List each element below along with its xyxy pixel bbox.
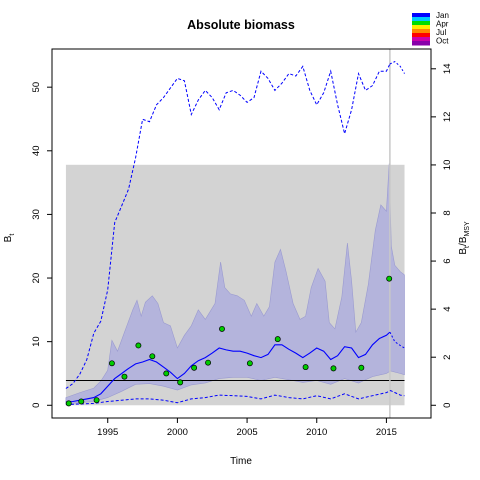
observation-point bbox=[149, 353, 156, 360]
y-right-tick-label: 0 bbox=[442, 403, 453, 408]
observation-point bbox=[386, 275, 393, 282]
observation-point bbox=[219, 325, 225, 332]
observation-point bbox=[246, 360, 253, 367]
y-right-tick-label: 8 bbox=[442, 210, 453, 215]
legend-swatch bbox=[412, 33, 430, 38]
y-right-tick-label: 10 bbox=[442, 160, 453, 171]
y-right-tick-label: 4 bbox=[442, 306, 453, 311]
y-axis-right-label-main: B bbox=[458, 248, 469, 255]
observation-point bbox=[205, 359, 212, 366]
observation-point bbox=[65, 400, 72, 407]
legend-swatch bbox=[412, 13, 430, 18]
y-axis-right-label: Bt/BMSY bbox=[458, 221, 471, 255]
legend-label: Oct bbox=[436, 37, 449, 46]
observation-point bbox=[78, 398, 85, 405]
plot-area bbox=[65, 49, 405, 418]
y-axis-left-label: Bt bbox=[3, 234, 16, 243]
x-axis-label: Time bbox=[230, 456, 252, 467]
plot-frame bbox=[51, 48, 432, 419]
y-axis-left-label-sub: t bbox=[9, 234, 16, 236]
x-tick-label: 1995 bbox=[97, 427, 118, 438]
observation-point bbox=[302, 364, 309, 371]
median-line bbox=[65, 331, 391, 403]
observation-point bbox=[93, 397, 100, 404]
observation-point bbox=[191, 364, 198, 371]
y-axis-right-label-sub: t bbox=[464, 246, 471, 248]
legend-label: Jul bbox=[436, 28, 446, 37]
legend-label: Apr bbox=[436, 20, 449, 29]
credible-band bbox=[65, 163, 405, 405]
x-tick-label: 2010 bbox=[306, 427, 327, 438]
x-tick-label: 2000 bbox=[167, 427, 188, 438]
observation-point bbox=[358, 364, 365, 371]
lower-ci-line bbox=[65, 390, 405, 406]
y-left-tick-label: 50 bbox=[31, 82, 42, 93]
x-tick-label: 2015 bbox=[376, 427, 397, 438]
y-left-tick-label: 30 bbox=[31, 209, 42, 220]
observation-point bbox=[330, 365, 337, 372]
observation-point bbox=[177, 379, 184, 386]
y-axis-left-label-main: B bbox=[3, 235, 14, 242]
y-left-tick-label: 40 bbox=[31, 146, 42, 157]
y-right-tick-label: 2 bbox=[442, 355, 453, 360]
y-left-tick-label: 10 bbox=[31, 336, 42, 347]
y-right-tick-label: 12 bbox=[442, 112, 453, 123]
observation-point bbox=[121, 373, 128, 380]
observation-point bbox=[108, 360, 115, 367]
legend-swatch bbox=[412, 41, 430, 46]
bbmsy-line bbox=[65, 63, 391, 389]
legend-swatch bbox=[412, 17, 430, 22]
legend-swatch bbox=[412, 29, 430, 34]
bbmsy-forecast-line bbox=[389, 61, 405, 74]
legend-swatch bbox=[412, 21, 430, 26]
observation-point bbox=[135, 342, 142, 349]
legend-swatch bbox=[412, 25, 430, 30]
x-tick-label: 2005 bbox=[237, 427, 258, 438]
y-axis-right-label-slash: /B bbox=[458, 236, 469, 246]
y-right-tick-label: 14 bbox=[442, 64, 453, 75]
legend-swatch bbox=[412, 37, 430, 42]
median-forecast-line bbox=[389, 331, 405, 349]
observation-point bbox=[274, 336, 281, 343]
legend-label: Jan bbox=[436, 11, 449, 20]
y-axis-right-label-sub2: MSY bbox=[464, 221, 471, 237]
y-left-tick-label: 0 bbox=[31, 403, 42, 408]
axes: 1995 2000 2005 2010 2015 0 10 20 30 40 50 0 2 4 6 8 10 12… bbox=[31, 48, 453, 438]
y-left-tick-label: 20 bbox=[31, 273, 42, 284]
y-right-tick-label: 6 bbox=[442, 258, 453, 263]
chart-title: Absolute biomass bbox=[187, 18, 295, 32]
observation-point bbox=[163, 370, 170, 377]
